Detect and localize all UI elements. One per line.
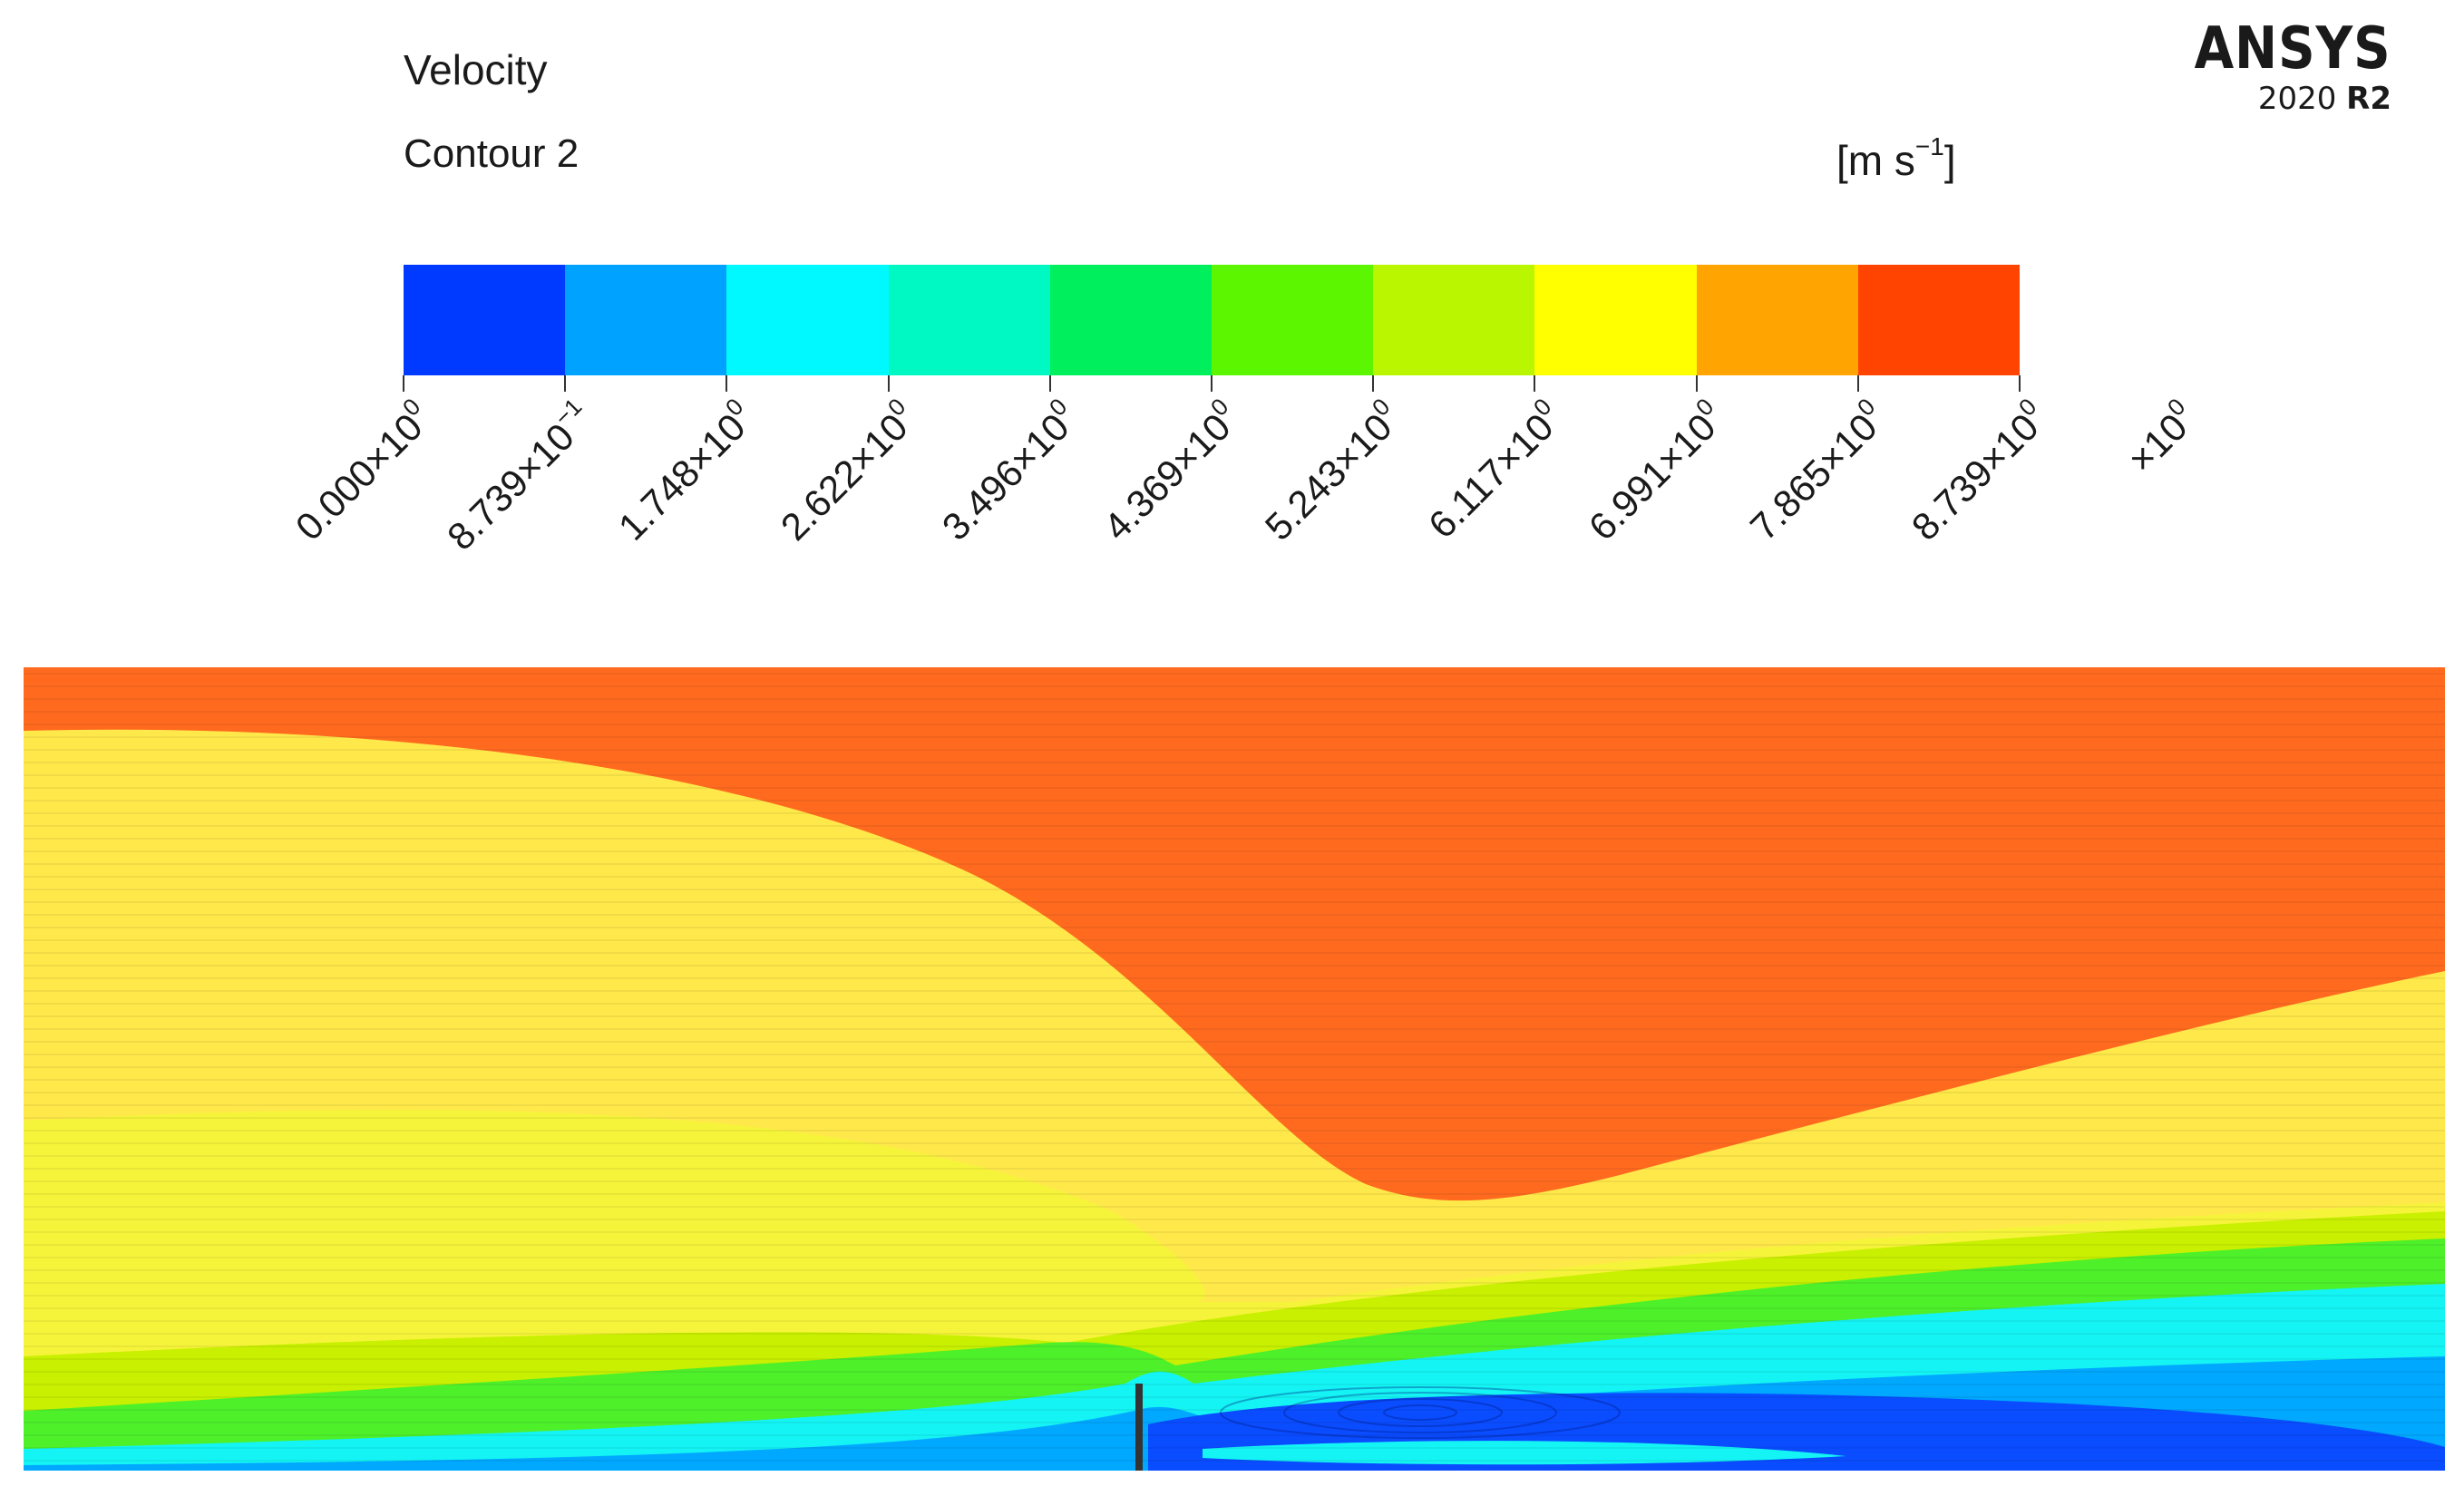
units-close: ]	[1943, 137, 1956, 184]
colorbar-tick-label: 7.865×100	[1741, 393, 1885, 549]
logo-release: R2	[2346, 81, 2391, 117]
colorbar-tick-label: 8.739×10−1	[439, 393, 588, 559]
colorbar-tick-label: 0.000×100	[287, 393, 431, 549]
colorbar-swatch	[1212, 265, 1374, 375]
colorbar-tick-label: 5.243×100	[1256, 393, 1400, 549]
colorbar-tick-mark	[1695, 375, 1698, 392]
colorbar-swatch	[565, 265, 727, 375]
colorbar-swatch	[888, 265, 1050, 375]
colorbar-tick-label: 6.117×100	[1420, 393, 1563, 547]
colorbar-tick-label: 3.496×100	[933, 393, 1077, 549]
colorbar-tick-mark	[726, 375, 728, 392]
logo-brand: ANSYS	[2194, 15, 2391, 83]
colorbar-swatch	[1373, 265, 1535, 375]
colorbar-tick-mark	[1372, 375, 1375, 392]
colorbar-swatch	[726, 265, 889, 375]
colorbar-tick-mark	[1534, 375, 1536, 392]
colorbar-swatch	[1534, 265, 1697, 375]
colorbar-tick-mark	[1048, 375, 1051, 392]
units-text: [m s	[1836, 137, 1915, 184]
units-label: [m s−1]	[1836, 132, 1956, 185]
colorbar-swatch	[1857, 265, 2021, 375]
structure	[1135, 1384, 1143, 1471]
colorbar-tick-label: 8.739×100	[1903, 393, 2047, 549]
velocity-contour-plot	[24, 667, 2445, 1471]
colorbar-tick-label: 2.622×100	[772, 393, 916, 549]
streamline-texture	[24, 667, 2445, 1471]
colorbar-tick-mark	[2019, 375, 2021, 392]
colorbar-tick-label: 1.748×100	[610, 393, 755, 549]
ansys-logo: ANSYS 2020 R2	[2167, 20, 2391, 114]
subtitle: Contour 2	[404, 131, 579, 176]
colorbar-tick-mark	[564, 375, 567, 392]
colorbar-tick-mark	[403, 375, 404, 392]
logo-version-line: 2020 R2	[2167, 83, 2391, 114]
colorbar-swatch	[404, 265, 566, 375]
colorbar-tick-label: 4.369×100	[1095, 393, 1239, 549]
colorbar-tick-label: 6.991×100	[1580, 393, 1724, 549]
title: Velocity	[404, 46, 548, 93]
colorbar-swatch	[1049, 265, 1213, 375]
colorbar-tick-mark	[1211, 375, 1213, 392]
logo-version: 2020	[2257, 81, 2337, 117]
colorbar	[404, 265, 2021, 375]
colorbar-swatch	[1696, 265, 1858, 375]
colorbar-tick-mark	[887, 375, 890, 392]
colorbar-scale-label: ×100	[2119, 393, 2196, 481]
units-exponent: −1	[1914, 131, 1944, 160]
colorbar-tick-mark	[1856, 375, 1859, 392]
